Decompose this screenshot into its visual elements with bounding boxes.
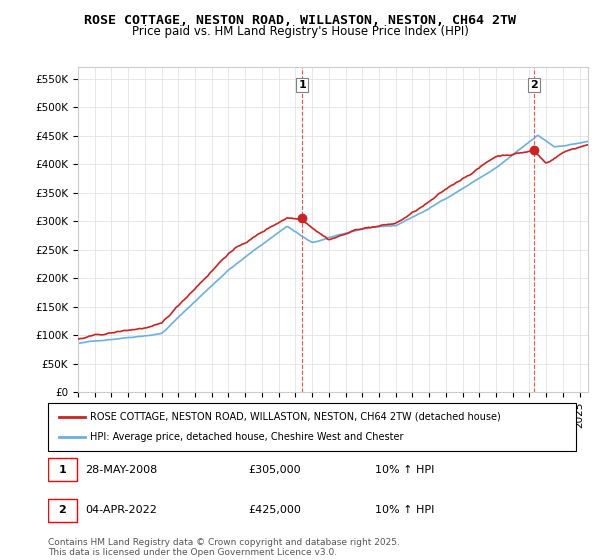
Text: £305,000: £305,000 <box>248 465 301 475</box>
Text: 28-MAY-2008: 28-MAY-2008 <box>85 465 157 475</box>
Text: 04-APR-2022: 04-APR-2022 <box>85 505 157 515</box>
Text: ROSE COTTAGE, NESTON ROAD, WILLASTON, NESTON, CH64 2TW: ROSE COTTAGE, NESTON ROAD, WILLASTON, NE… <box>84 14 516 27</box>
Text: Contains HM Land Registry data © Crown copyright and database right 2025.
This d: Contains HM Land Registry data © Crown c… <box>48 538 400 557</box>
FancyBboxPatch shape <box>48 499 77 522</box>
Text: ROSE COTTAGE, NESTON ROAD, WILLASTON, NESTON, CH64 2TW (detached house): ROSE COTTAGE, NESTON ROAD, WILLASTON, NE… <box>90 412 501 422</box>
FancyBboxPatch shape <box>48 403 576 451</box>
Text: 1: 1 <box>298 80 306 90</box>
Text: 1: 1 <box>58 465 66 475</box>
Text: £425,000: £425,000 <box>248 505 302 515</box>
Text: 10% ↑ HPI: 10% ↑ HPI <box>376 465 435 475</box>
Text: 2: 2 <box>530 80 538 90</box>
FancyBboxPatch shape <box>48 458 77 481</box>
Text: 10% ↑ HPI: 10% ↑ HPI <box>376 505 435 515</box>
Text: Price paid vs. HM Land Registry's House Price Index (HPI): Price paid vs. HM Land Registry's House … <box>131 25 469 38</box>
Text: HPI: Average price, detached house, Cheshire West and Chester: HPI: Average price, detached house, Ches… <box>90 432 404 442</box>
Text: 2: 2 <box>58 505 66 515</box>
